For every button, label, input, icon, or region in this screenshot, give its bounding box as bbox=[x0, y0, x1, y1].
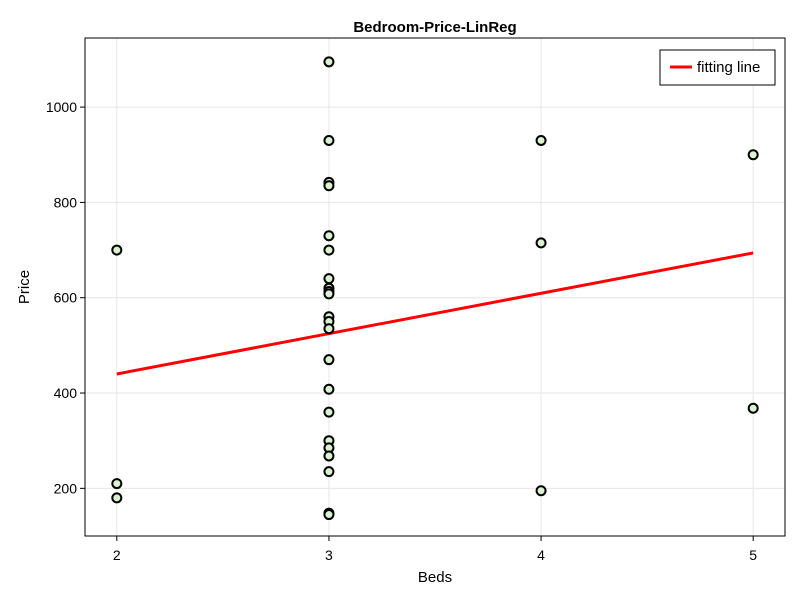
data-point bbox=[323, 450, 335, 462]
legend-box bbox=[659, 49, 776, 86]
data-point bbox=[323, 406, 335, 418]
data-point bbox=[111, 244, 123, 256]
legend-label-fitting-line: fitting line bbox=[697, 59, 760, 76]
y-axis-label: Price bbox=[16, 270, 33, 304]
y-axis-ticks: 200 400 600 800 1000 bbox=[46, 99, 85, 496]
grid bbox=[85, 38, 785, 536]
data-point bbox=[111, 492, 123, 504]
y-tick-label: 800 bbox=[54, 194, 78, 210]
data-point bbox=[323, 354, 335, 366]
data-point bbox=[111, 478, 123, 490]
data-point bbox=[535, 134, 547, 146]
data-point bbox=[747, 149, 759, 161]
data-point bbox=[323, 509, 335, 521]
data-point bbox=[323, 383, 335, 395]
plot-frame bbox=[84, 37, 786, 537]
data-point bbox=[535, 485, 547, 497]
data-point bbox=[323, 273, 335, 285]
data-point bbox=[323, 56, 335, 68]
data-point bbox=[323, 244, 335, 256]
fitting-line bbox=[116, 251, 754, 376]
data-point bbox=[323, 466, 335, 478]
data-point bbox=[323, 134, 335, 146]
x-tick-label: 4 bbox=[537, 547, 545, 563]
x-tick-label: 5 bbox=[749, 547, 757, 563]
y-tick-label: 600 bbox=[54, 290, 78, 306]
legend: fitting line bbox=[659, 49, 776, 86]
x-axis-label: Beds bbox=[418, 569, 452, 586]
data-point bbox=[323, 323, 335, 335]
x-tick-label: 2 bbox=[113, 547, 121, 563]
y-tick-label: 200 bbox=[54, 480, 78, 496]
y-tick-label: 1000 bbox=[46, 99, 77, 115]
data-point bbox=[535, 237, 547, 249]
fit-line-layer bbox=[116, 251, 754, 376]
data-point bbox=[747, 402, 759, 414]
data-point bbox=[323, 230, 335, 242]
x-tick-label: 3 bbox=[325, 547, 333, 563]
x-axis-ticks: 2 3 4 5 bbox=[113, 536, 757, 563]
chart-title: Bedroom-Price-LinReg bbox=[353, 19, 516, 36]
data-points bbox=[111, 56, 759, 521]
y-tick-label: 400 bbox=[54, 385, 78, 401]
data-point bbox=[323, 288, 335, 300]
data-point bbox=[323, 180, 335, 192]
